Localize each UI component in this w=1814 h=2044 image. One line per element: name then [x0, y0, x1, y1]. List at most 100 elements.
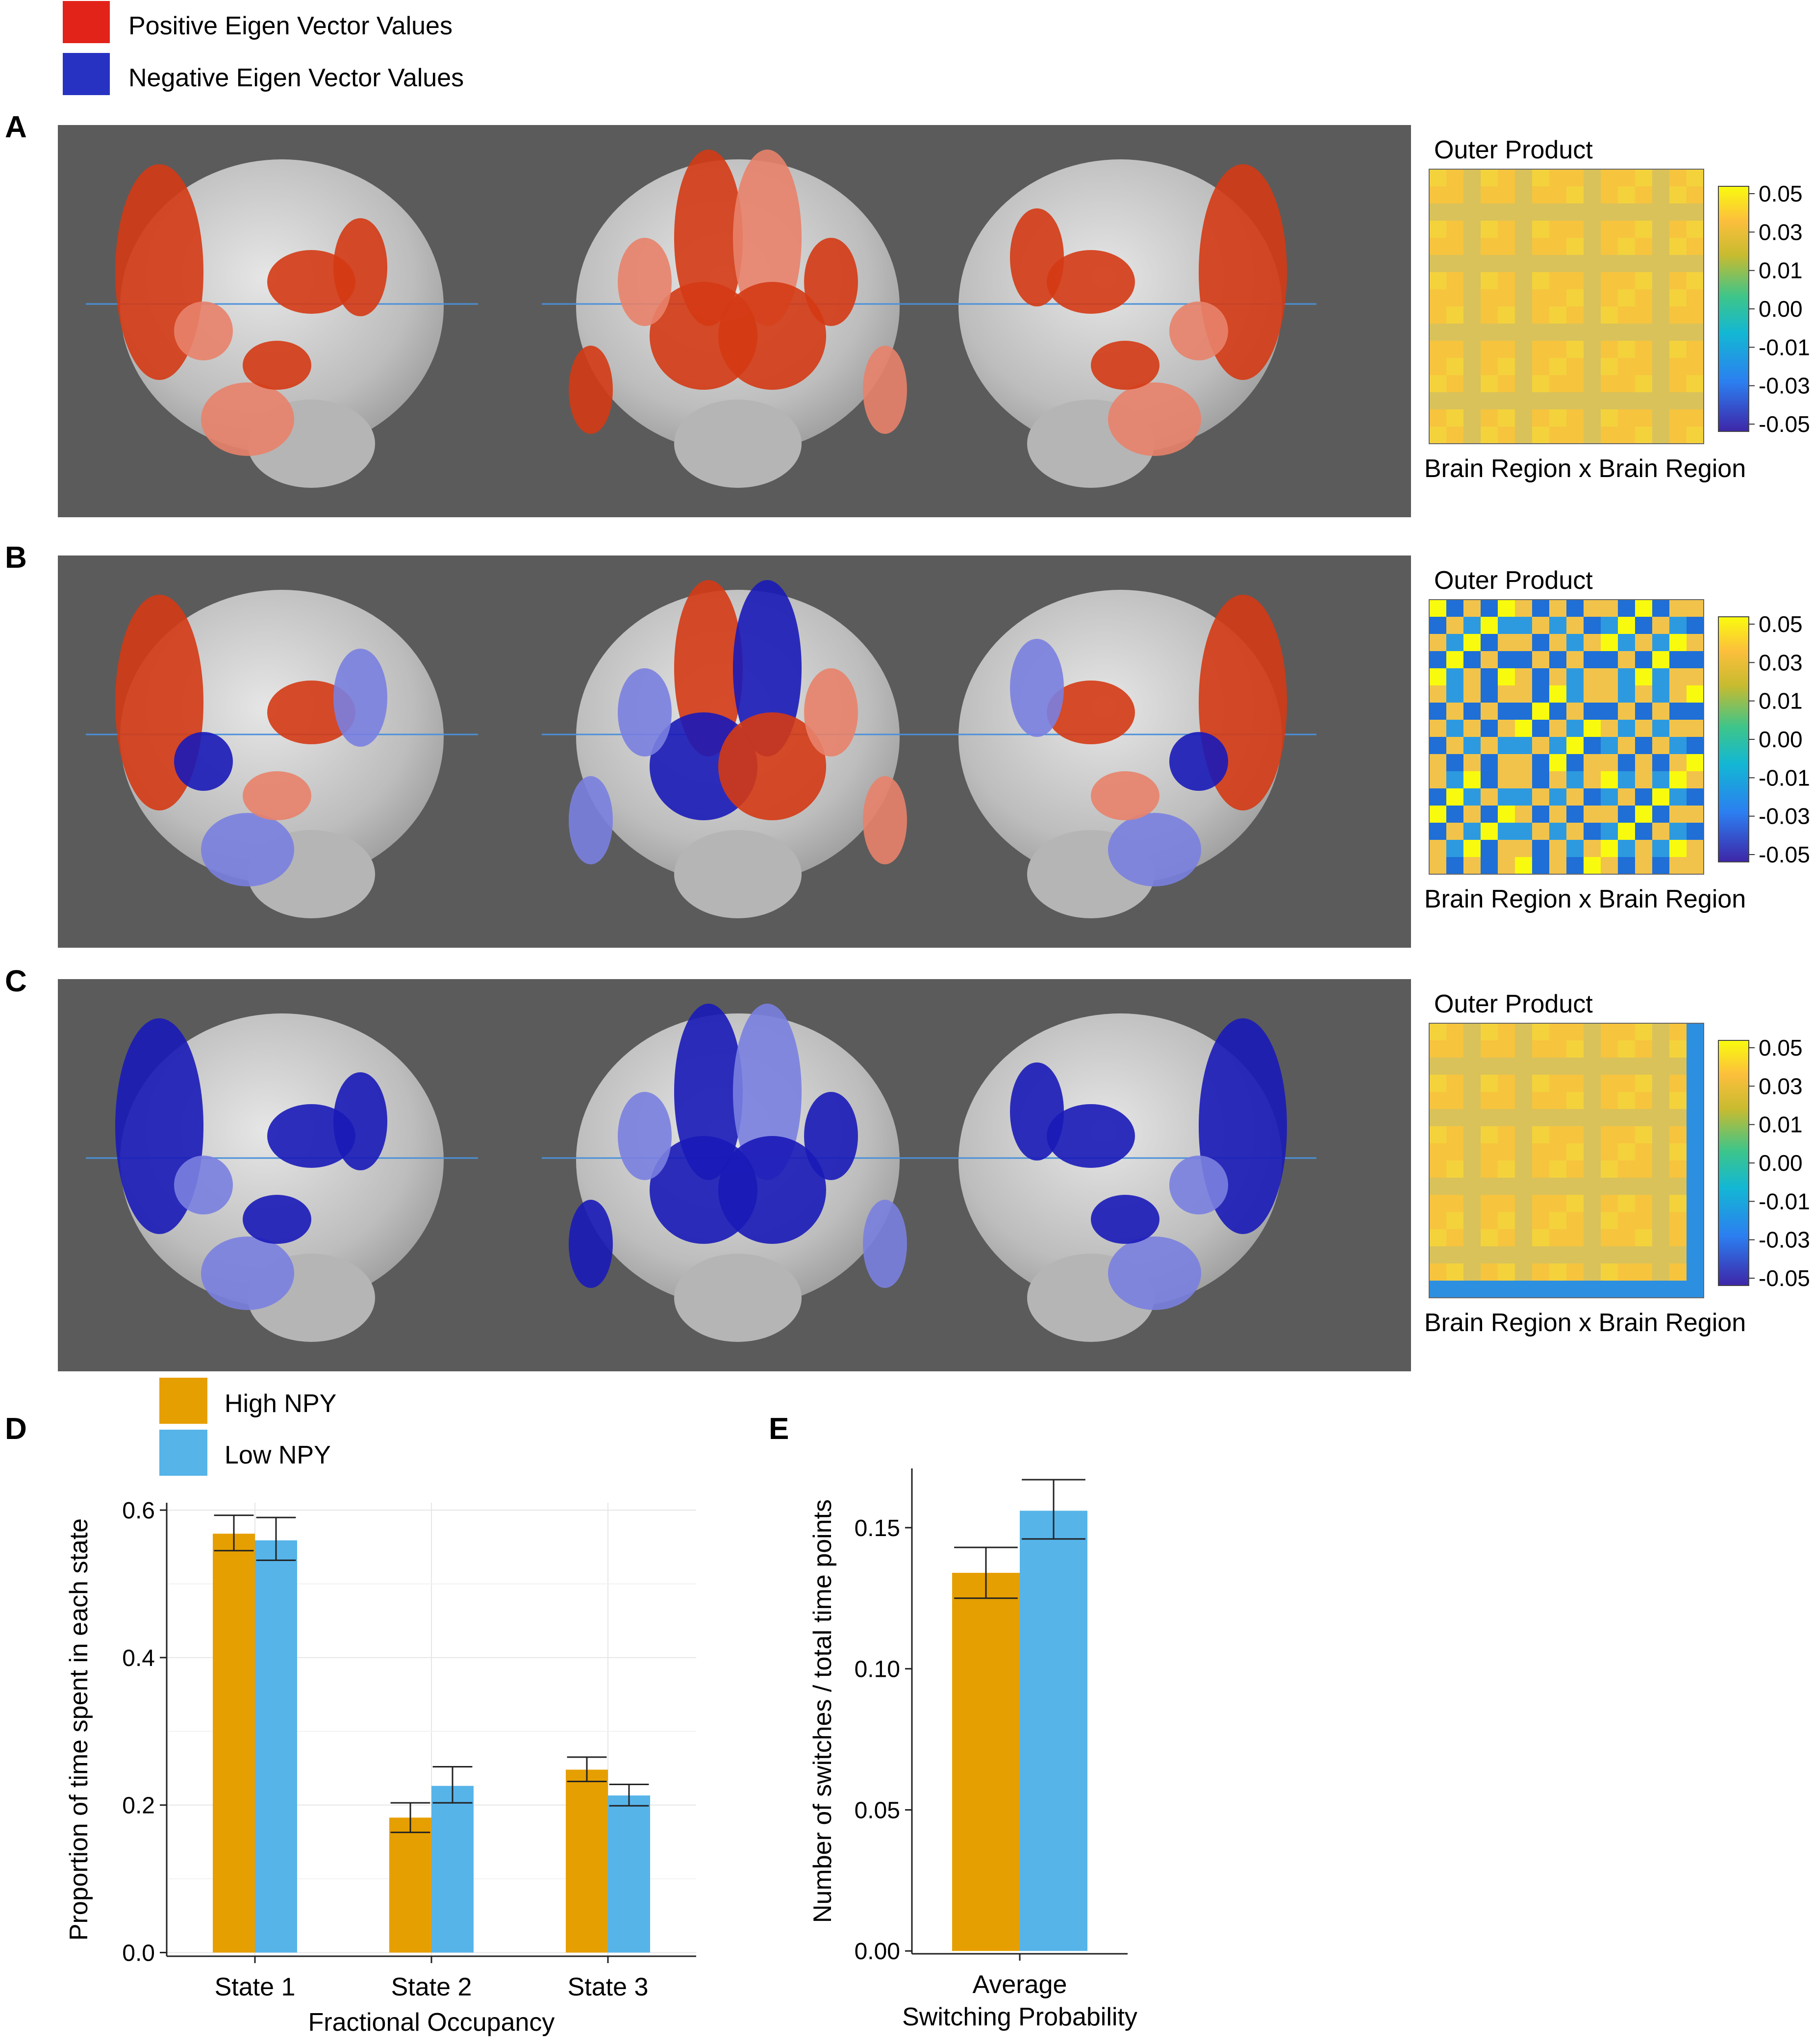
- matrix-cell: [1446, 685, 1464, 703]
- matrix-cell: [1566, 1263, 1584, 1281]
- matrix-cell: [1498, 771, 1515, 789]
- matrix-cell: [1429, 754, 1447, 772]
- matrix-cell: [1446, 1092, 1464, 1110]
- matrix-cell: [1669, 1263, 1687, 1281]
- matrix-cell: [1652, 392, 1670, 410]
- matrix-cell: [1549, 324, 1567, 341]
- matrix-cell: [1463, 1023, 1481, 1041]
- brain-view: [542, 150, 934, 488]
- matrix-cell: [1584, 1092, 1601, 1110]
- colorbar-tick-label: 0.03: [1759, 1073, 1803, 1099]
- outer-product-matrix: Outer Product Brain Region x Brain Region…: [1424, 990, 1810, 1337]
- matrix-cell: [1515, 1040, 1533, 1058]
- matrix-cell: [1532, 221, 1550, 238]
- matrix-cell: [1463, 737, 1481, 755]
- matrix-cell: [1446, 1195, 1464, 1212]
- matrix-cell: [1584, 272, 1601, 290]
- matrix-cell: [1446, 1040, 1464, 1058]
- matrix-cell: [1515, 1161, 1533, 1178]
- matrix-cell: [1618, 186, 1636, 204]
- matrix-cell: [1549, 427, 1567, 444]
- matrix-cell: [1481, 1229, 1498, 1247]
- matrix-cell: [1652, 1058, 1670, 1075]
- matrix-cell: [1481, 771, 1498, 789]
- colorbar-tick-label: -0.03: [1759, 373, 1810, 399]
- region-blob: [1169, 732, 1228, 791]
- matrix-cell: [1618, 823, 1636, 840]
- y-axis-label: Proportion of time spent in each state: [65, 1518, 93, 1941]
- matrix-cell: [1601, 324, 1618, 341]
- matrix-cell: [1549, 1263, 1567, 1281]
- matrix-cell: [1601, 651, 1618, 669]
- matrix-cell: [1515, 1178, 1533, 1195]
- matrix-cell: [1446, 857, 1464, 875]
- matrix-cell: [1463, 392, 1481, 410]
- matrix-cell: [1515, 272, 1533, 290]
- matrix-cell: [1481, 634, 1498, 652]
- matrix-cell: [1532, 409, 1550, 427]
- matrix-cell: [1463, 289, 1481, 307]
- matrix-cell: [1584, 203, 1601, 221]
- matrix-cell: [1463, 857, 1481, 875]
- matrix-cell: [1515, 1195, 1533, 1212]
- matrix-cell: [1498, 409, 1515, 427]
- matrix-cell: [1669, 600, 1687, 617]
- matrix-cell: [1532, 600, 1550, 617]
- chart-d: State 1 State 2 State 3 0.0 0.2 0.4 0.6 Proport…: [65, 1498, 696, 2037]
- matrix-cell: [1463, 272, 1481, 290]
- matrix-cell: [1635, 788, 1653, 806]
- matrix-cell: [1429, 1212, 1447, 1230]
- matrix-cell: [1635, 771, 1653, 789]
- matrix-cell: [1601, 255, 1618, 273]
- matrix-cell: [1429, 840, 1447, 858]
- region-blob: [1010, 208, 1064, 306]
- matrix-cell: [1498, 1092, 1515, 1110]
- brain-view: [542, 580, 934, 918]
- matrix-cell: [1669, 341, 1687, 358]
- matrix-cell: [1687, 272, 1704, 290]
- matrix-cell: [1549, 1143, 1567, 1161]
- matrix-cell: [1481, 788, 1498, 806]
- matrix-cell: [1652, 238, 1670, 255]
- colorbar-tick-label: -0.01: [1759, 765, 1810, 790]
- matrix-cell: [1584, 788, 1601, 806]
- matrix-cell: [1429, 1058, 1447, 1075]
- region-blob: [733, 150, 802, 326]
- matrix-cell: [1463, 1212, 1481, 1230]
- matrix-cell: [1429, 720, 1447, 737]
- npy-legend: High NPY Low NPY: [159, 1378, 336, 1476]
- matrix-cell: [1498, 720, 1515, 737]
- region-blob: [718, 282, 826, 390]
- matrix-cell: [1498, 634, 1515, 652]
- matrix-cell: [1549, 203, 1567, 221]
- matrix-cell: [1687, 1023, 1704, 1041]
- matrix-cell: [1446, 771, 1464, 789]
- matrix-cell: [1498, 788, 1515, 806]
- matrix-cell: [1515, 324, 1533, 341]
- region-blob: [718, 1136, 826, 1244]
- matrix-cell: [1618, 169, 1636, 187]
- matrix-cell: [1498, 1263, 1515, 1281]
- matrix-cell: [1498, 1023, 1515, 1041]
- matrix-cell: [1669, 255, 1687, 273]
- matrix-cell: [1549, 737, 1567, 755]
- matrix-cell: [1549, 754, 1567, 772]
- matrix-cell: [1687, 169, 1704, 187]
- matrix-cell: [1584, 1126, 1601, 1144]
- matrix-cell: [1463, 840, 1481, 858]
- matrix-cell: [1429, 255, 1447, 273]
- matrix-cell: [1532, 306, 1550, 324]
- matrix-cell: [1601, 857, 1618, 875]
- matrix-cell: [1532, 788, 1550, 806]
- matrix-cell: [1635, 392, 1653, 410]
- y-tick-label: 0.2: [122, 1793, 155, 1819]
- region-blob: [718, 712, 826, 820]
- matrix-cell: [1498, 685, 1515, 703]
- matrix-cell: [1463, 221, 1481, 238]
- matrix-cell: [1481, 1212, 1498, 1230]
- matrix-title: Outer Product: [1434, 566, 1593, 595]
- matrix-cell: [1515, 1109, 1533, 1127]
- matrix-title: Outer Product: [1434, 136, 1593, 164]
- matrix-cell: [1515, 737, 1533, 755]
- matrix-cell: [1532, 703, 1550, 720]
